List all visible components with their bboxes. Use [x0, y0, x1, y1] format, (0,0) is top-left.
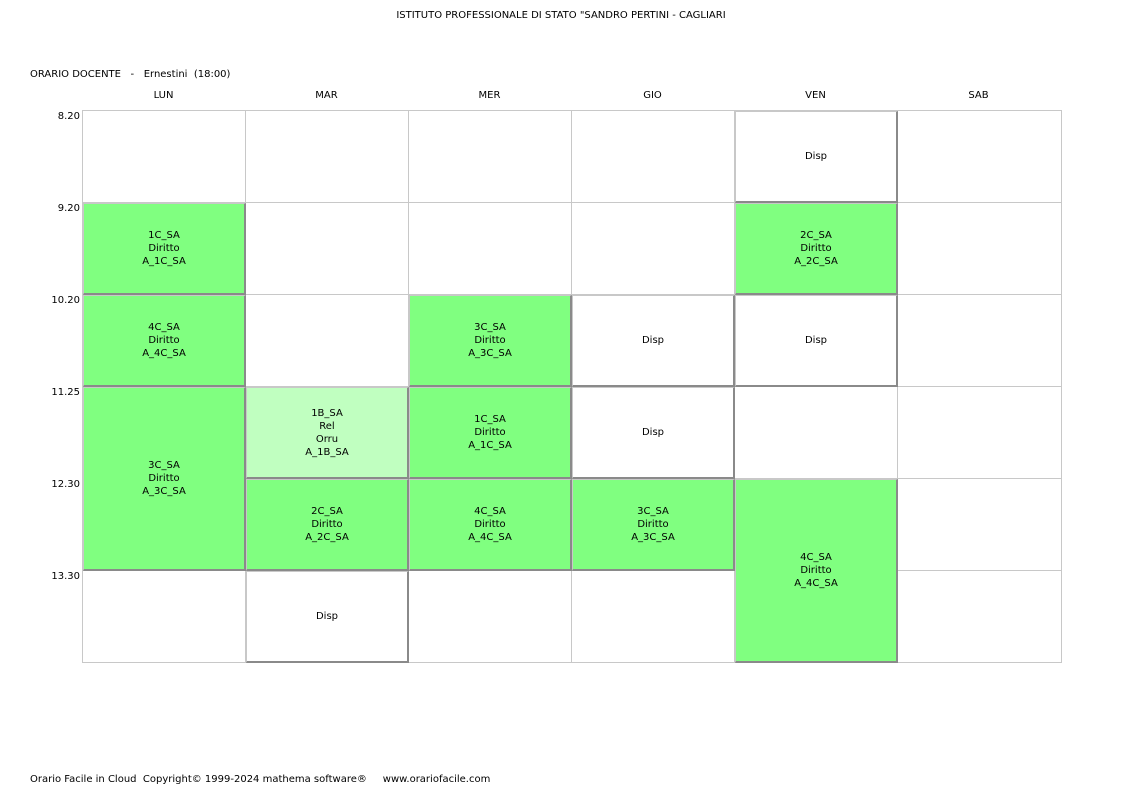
lesson-line: A_1C_SA	[142, 256, 186, 267]
footer: Orario Facile in Cloud Copyright© 1999-2…	[30, 774, 490, 785]
lesson-line: Diritto	[474, 335, 506, 346]
timetable-grid	[82, 110, 1062, 663]
lesson-block[interactable]: 1C_SA Diritto A_1C_SA	[409, 387, 572, 479]
lesson-line: Orru	[315, 433, 339, 445]
grid-col-line	[408, 110, 409, 662]
grid-col-line	[82, 110, 83, 662]
time-slot-5: 12.30	[51, 479, 80, 490]
teacher-name: Ernestini	[143, 69, 188, 80]
lesson-line: Diritto	[148, 243, 180, 254]
lesson-line: A_3C_SA	[468, 348, 512, 359]
lesson-line: 3C_SA	[474, 322, 506, 333]
availability-block[interactable]: Disp	[572, 295, 735, 387]
lesson-line: A_3C_SA	[142, 486, 186, 497]
lesson-line: Disp	[804, 151, 828, 162]
lesson-line: 4C_SA	[148, 322, 180, 333]
availability-block[interactable]: Disp	[735, 295, 898, 387]
lesson-line: Diritto	[800, 243, 832, 254]
lesson-line: A_2C_SA	[794, 256, 838, 267]
lesson-block[interactable]: 4C_SA Diritto A_4C_SA	[83, 295, 246, 387]
lesson-line: A_3C_SA	[631, 532, 675, 543]
day-header-gio: GIO	[643, 90, 662, 101]
availability-block[interactable]: Disp	[572, 387, 735, 479]
lesson-line: Diritto	[474, 427, 506, 438]
lesson-line: Diritto	[637, 519, 669, 530]
lesson-line: 3C_SA	[148, 460, 180, 471]
time-slot-2: 9.20	[57, 203, 80, 214]
weekly-hours: (18:00)	[193, 69, 231, 80]
lesson-block[interactable]: 3C_SA Diritto A_3C_SA	[409, 295, 572, 387]
time-slot-4: 11.25	[51, 387, 80, 398]
timetable-label: ORARIO DOCENTE	[30, 69, 121, 80]
lesson-block[interactable]: 2C_SA Diritto A_2C_SA	[246, 479, 409, 571]
lesson-block[interactable]: 1B_SA Rel Orru A_1B_SA	[246, 387, 409, 479]
lesson-line: Diritto	[148, 335, 180, 346]
lesson-line: A_1B_SA	[305, 446, 349, 458]
lesson-block[interactable]: 4C_SA Diritto A_4C_SA	[409, 479, 572, 571]
availability-block[interactable]: Disp	[735, 111, 898, 203]
day-header-mer: MER	[478, 90, 501, 101]
day-header-lun: LUN	[153, 90, 174, 101]
time-slot-3: 10.20	[51, 295, 80, 306]
lesson-line: A_1C_SA	[468, 440, 512, 451]
lesson-line: Diritto	[148, 473, 180, 484]
lesson-block[interactable]: 1C_SA Diritto A_1C_SA	[83, 203, 246, 295]
lesson-line: Diritto	[474, 519, 506, 530]
lesson-line: Diritto	[800, 565, 832, 576]
lesson-line: Disp	[804, 335, 828, 346]
lesson-block[interactable]: 4C_SA Diritto A_4C_SA	[735, 479, 898, 663]
day-header-ven: VEN	[805, 90, 826, 101]
separator: -	[130, 69, 135, 80]
day-header-mar: MAR	[315, 90, 338, 101]
lesson-line: 2C_SA	[311, 506, 343, 517]
lesson-block[interactable]: 3C_SA Diritto A_3C_SA	[83, 387, 246, 571]
lesson-line: 1C_SA	[148, 230, 180, 241]
lesson-line: 3C_SA	[637, 506, 669, 517]
lesson-line: Diritto	[311, 519, 343, 530]
footer-copyright: Copyright© 1999-2024 mathema software®	[142, 774, 367, 785]
lesson-line: Disp	[315, 611, 339, 622]
lesson-block[interactable]: 3C_SA Diritto A_3C_SA	[572, 479, 735, 571]
footer-website[interactable]: www.orariofacile.com	[382, 774, 491, 785]
availability-block[interactable]: Disp	[246, 571, 409, 663]
time-slot-6: 13.30	[51, 571, 80, 582]
school-title: ISTITUTO PROFESSIONALE DI STATO "SANDRO …	[396, 10, 726, 21]
lesson-line: 1B_SA	[311, 407, 343, 419]
lesson-line: 1C_SA	[474, 414, 506, 425]
time-slot-1: 8.20	[57, 111, 80, 122]
lesson-line: 2C_SA	[800, 230, 832, 241]
lesson-line: Rel	[319, 420, 335, 432]
lesson-line: 4C_SA	[800, 552, 832, 563]
timetable-subtitle: ORARIO DOCENTE - Ernestini (18:00)	[30, 69, 230, 80]
day-header-sab: SAB	[968, 90, 989, 101]
lesson-line: A_2C_SA	[305, 532, 349, 543]
lesson-line: A_4C_SA	[794, 578, 838, 589]
lesson-line: A_4C_SA	[142, 348, 186, 359]
lesson-block[interactable]: 2C_SA Diritto A_2C_SA	[735, 203, 898, 295]
footer-product: Orario Facile in Cloud	[30, 774, 137, 785]
lesson-line: A_4C_SA	[468, 532, 512, 543]
lesson-line: Disp	[641, 335, 665, 346]
lesson-line: Disp	[641, 427, 665, 438]
lesson-line: 4C_SA	[474, 506, 506, 517]
